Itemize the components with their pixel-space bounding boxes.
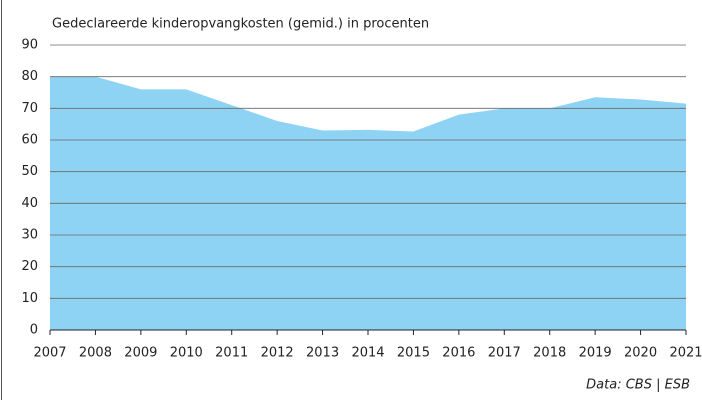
x-tick-label: 2011 bbox=[215, 346, 248, 361]
x-tick-label: 2010 bbox=[170, 346, 203, 361]
y-tick-label: 10 bbox=[21, 291, 38, 306]
source-note: Data: CBS | ESB bbox=[586, 378, 690, 393]
x-tick-label: 2021 bbox=[669, 346, 702, 361]
x-tick-label: 2017 bbox=[488, 346, 521, 361]
x-tick-label: 2020 bbox=[624, 346, 657, 361]
x-tick-label: 2019 bbox=[579, 346, 612, 361]
x-tick-label: 2012 bbox=[261, 346, 294, 361]
y-tick-label: 20 bbox=[21, 259, 38, 274]
y-tick-label: 40 bbox=[21, 196, 38, 211]
x-tick-label: 2009 bbox=[124, 346, 157, 361]
y-tick-label: 80 bbox=[21, 69, 38, 84]
x-tick-label: 2014 bbox=[351, 346, 384, 361]
chart-subtitle: Gedeclareerde kinderopvangkosten (gemid.… bbox=[52, 17, 429, 32]
x-tick-label: 2013 bbox=[306, 346, 339, 361]
y-tick-label: 70 bbox=[21, 101, 38, 116]
y-tick-label: 30 bbox=[21, 228, 38, 243]
y-tick-label: 50 bbox=[21, 164, 38, 179]
y-tick-label: 0 bbox=[30, 323, 38, 338]
x-tick-label: 2007 bbox=[33, 346, 66, 361]
y-tick-label: 90 bbox=[21, 38, 38, 53]
x-tick-label: 2018 bbox=[533, 346, 566, 361]
x-tick-label: 2008 bbox=[79, 346, 112, 361]
x-tick-label: 2015 bbox=[397, 346, 430, 361]
y-tick-label: 60 bbox=[21, 133, 38, 148]
x-tick-label: 2016 bbox=[442, 346, 475, 361]
